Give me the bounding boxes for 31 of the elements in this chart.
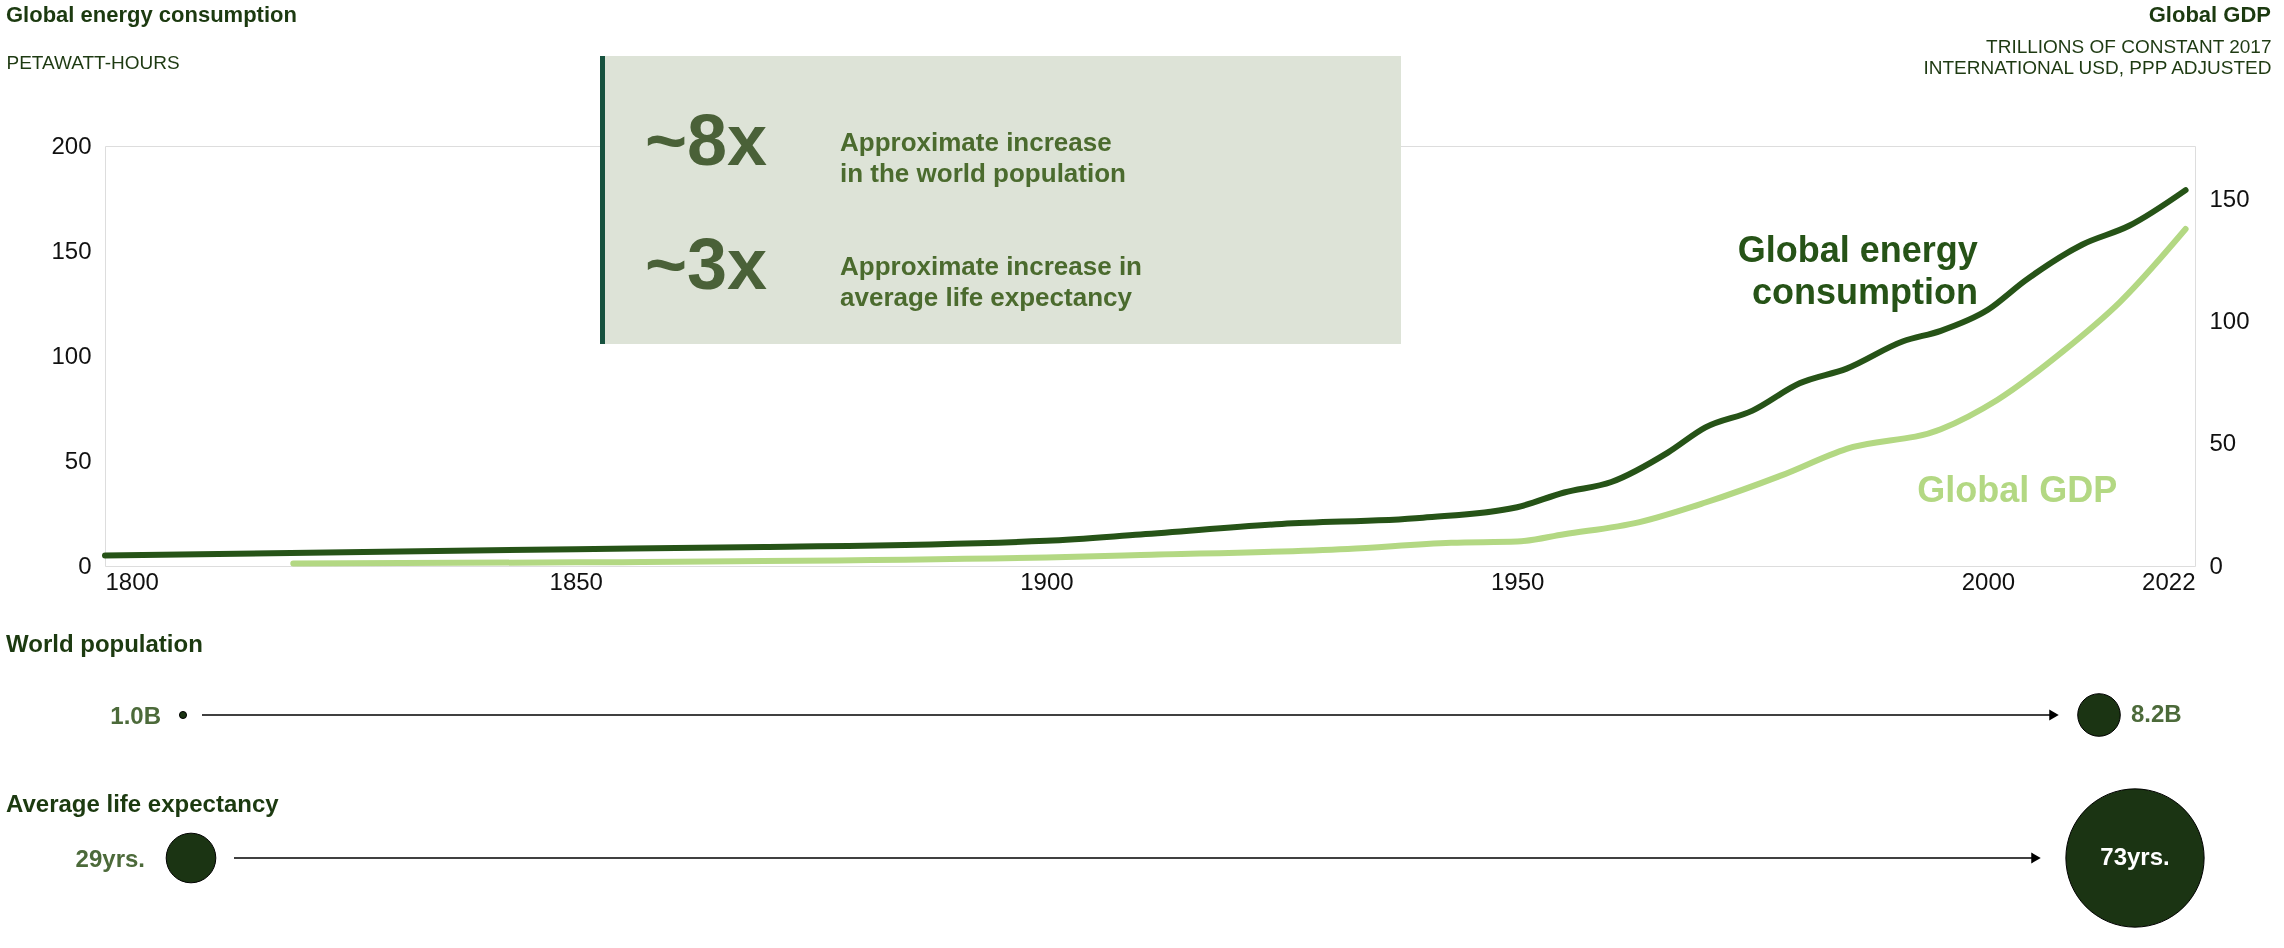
- series-label: Global GDP: [1917, 468, 2118, 510]
- y-tick-label: 0: [78, 551, 92, 579]
- y-tick-label: 100: [51, 341, 92, 369]
- y-axis-title: PETAWATT-HOURS: [6, 51, 180, 73]
- annotation: ~8x: [645, 100, 768, 180]
- y-tick-label: 150: [51, 236, 92, 264]
- series-label: Global energy consumption: [1737, 228, 1978, 312]
- text: Global energy consumption: [6, 2, 297, 27]
- text: 8.2B: [2131, 700, 2182, 727]
- x-tick-label: 2022: [2142, 567, 2196, 595]
- text: 29yrs.: [75, 845, 145, 872]
- annotation: ~3x: [645, 224, 768, 304]
- y2-tick-label: 50: [2209, 429, 2237, 457]
- x-tick-label: 2000: [1961, 567, 2016, 595]
- y2-tick-label: 100: [2209, 307, 2250, 335]
- x-tick-label: 1950: [1490, 567, 1545, 595]
- y-tick-label: 200: [51, 131, 92, 159]
- x-tick-label: 1850: [549, 567, 603, 595]
- text: World population: [6, 630, 203, 657]
- text: 1.0B: [110, 702, 161, 729]
- y-tick-label: 50: [64, 446, 92, 474]
- text: 73yrs.: [2100, 843, 2170, 870]
- y2-tick-label: 150: [2209, 185, 2250, 213]
- x-tick-label: 1800: [105, 567, 159, 595]
- annotation: Approximate increase in average life expectancy: [840, 251, 1142, 313]
- text: Average life expectancy: [6, 790, 280, 817]
- x-tick-label: 1900: [1020, 567, 1074, 595]
- y2-tick-label: 0: [2209, 551, 2223, 579]
- text: Global GDP: [2148, 2, 2271, 27]
- y2-axis-title: TRILLIONS OF CONSTANT 2017 INTERNATIONAL USD, PPP ADJUSTED: [1923, 35, 2272, 78]
- annotation: Approximate increase in the world population: [840, 127, 1126, 189]
